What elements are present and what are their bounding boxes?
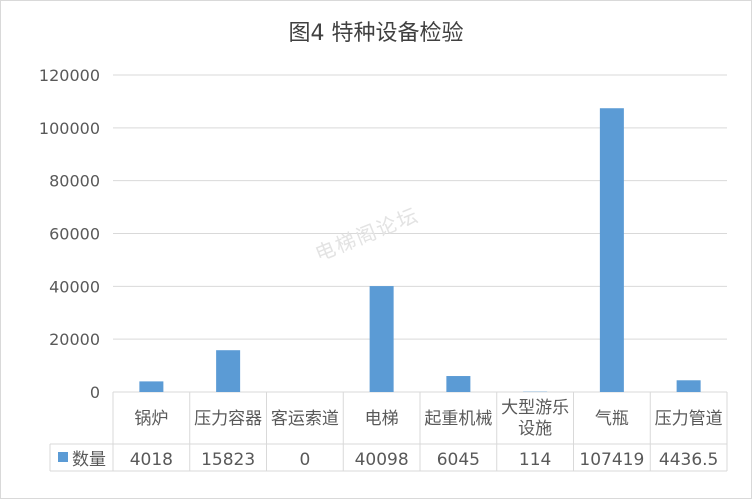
- category-label: 锅炉: [134, 409, 168, 429]
- category-label: 设施: [518, 419, 552, 439]
- y-tick-label: 60000: [49, 225, 100, 244]
- y-tick-label: 40000: [49, 277, 100, 296]
- y-tick-label: 100000: [39, 119, 100, 138]
- table-value: 40098: [355, 450, 409, 470]
- table-value: 0: [299, 450, 310, 470]
- category-label: 电梯: [365, 409, 399, 429]
- legend-swatch: [58, 452, 68, 462]
- legend-label: 数量: [72, 450, 106, 470]
- bar-4: [369, 286, 394, 392]
- bar-7: [599, 108, 624, 393]
- y-tick-label: 0: [90, 383, 100, 402]
- table-value: 4436.5: [659, 450, 718, 470]
- table-value: 114: [519, 450, 551, 470]
- table-value: 15823: [201, 450, 255, 470]
- category-label: 压力容器: [194, 409, 262, 429]
- y-tick-label: 120000: [39, 66, 100, 85]
- category-label: 起重机械: [424, 409, 492, 429]
- y-tick-label: 80000: [49, 172, 100, 191]
- category-label: 气瓶: [595, 409, 629, 429]
- category-label: 客运索道: [271, 409, 339, 429]
- table-value: 4018: [130, 450, 173, 470]
- bar-1: [139, 381, 164, 392]
- y-tick-label: 20000: [49, 330, 100, 349]
- category-label: 大型游乐: [501, 398, 569, 418]
- bar-5: [446, 376, 471, 392]
- table-value: 107419: [579, 450, 644, 470]
- bar-8: [676, 380, 701, 392]
- table-value: 6045: [437, 450, 480, 470]
- bar-2: [216, 350, 241, 392]
- chart-title: 图4 特种设备检验: [289, 21, 464, 46]
- category-label: 压力管道: [655, 409, 723, 429]
